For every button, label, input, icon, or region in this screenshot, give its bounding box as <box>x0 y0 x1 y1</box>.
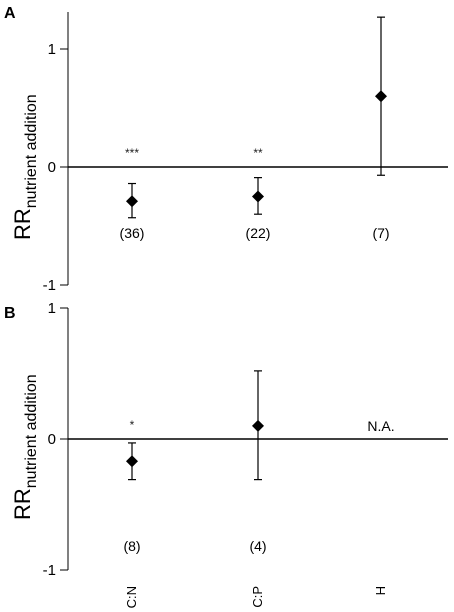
panel-b-y-tick-label: 1 <box>48 300 56 317</box>
x-axis-tick-labels: C:N C:P H <box>124 586 388 608</box>
panel-b-marks: * (8) (4) N.A. <box>123 370 395 554</box>
panel-b-label: B <box>4 305 16 322</box>
panel-b-significance-label: * <box>130 418 135 432</box>
panel-a-y-tick-label: 1 <box>48 41 56 58</box>
panel-a-y-ticks: 1 0 -1 <box>43 41 68 294</box>
panel-b-missing-label: N.A. <box>367 418 394 434</box>
panel-b: B 1 0 -1 * (8) (4) N.A. RRnutrient addition <box>4 300 448 579</box>
panel-a: A 1 0 -1 *** (36) ** (22) (7) RRnutrient addit… <box>4 5 448 294</box>
x-axis-tick-label: C:P <box>250 586 265 608</box>
panel-b-y-ticks: 1 0 -1 <box>43 300 68 579</box>
panel-b-y-tick-label: -1 <box>43 562 56 579</box>
panel-a-significance-label: ** <box>253 146 263 160</box>
panel-a-y-tick-label: -1 <box>43 277 56 294</box>
panel-b-data-point <box>126 455 138 468</box>
panel-a-significance-label: *** <box>125 146 139 160</box>
panel-b-sample-size-label: (4) <box>249 538 266 554</box>
panel-a-sample-size-label: (36) <box>120 225 145 241</box>
panel-a-sample-size-label: (22) <box>246 225 271 241</box>
panel-a-marks: *** (36) ** (22) (7) <box>120 16 390 241</box>
panel-b-y-axis-label-main: RR <box>10 488 35 520</box>
panel-a-y-axis-label-sub: nutrient addition <box>23 94 40 208</box>
panel-a-y-axis-label: RRnutrient addition <box>10 94 40 240</box>
panel-a-data-point <box>252 190 264 203</box>
panel-b-sample-size-label: (8) <box>123 538 140 554</box>
panel-a-data-point <box>126 195 138 208</box>
x-axis-tick-label: H <box>373 586 388 595</box>
panel-a-y-tick-label: 0 <box>48 159 56 176</box>
panel-b-y-axis-label-sub: nutrient addition <box>23 374 40 488</box>
panel-a-label: A <box>4 5 16 22</box>
x-axis-tick-label: C:N <box>124 586 139 608</box>
panel-b-y-axis-label: RRnutrient addition <box>10 374 40 520</box>
panel-b-data-point <box>252 419 264 432</box>
panel-a-y-axis-label-main: RR <box>10 208 35 240</box>
panel-b-y-tick-label: 0 <box>48 431 56 448</box>
panel-a-sample-size-label: (7) <box>372 225 389 241</box>
panel-a-data-point <box>375 90 387 103</box>
